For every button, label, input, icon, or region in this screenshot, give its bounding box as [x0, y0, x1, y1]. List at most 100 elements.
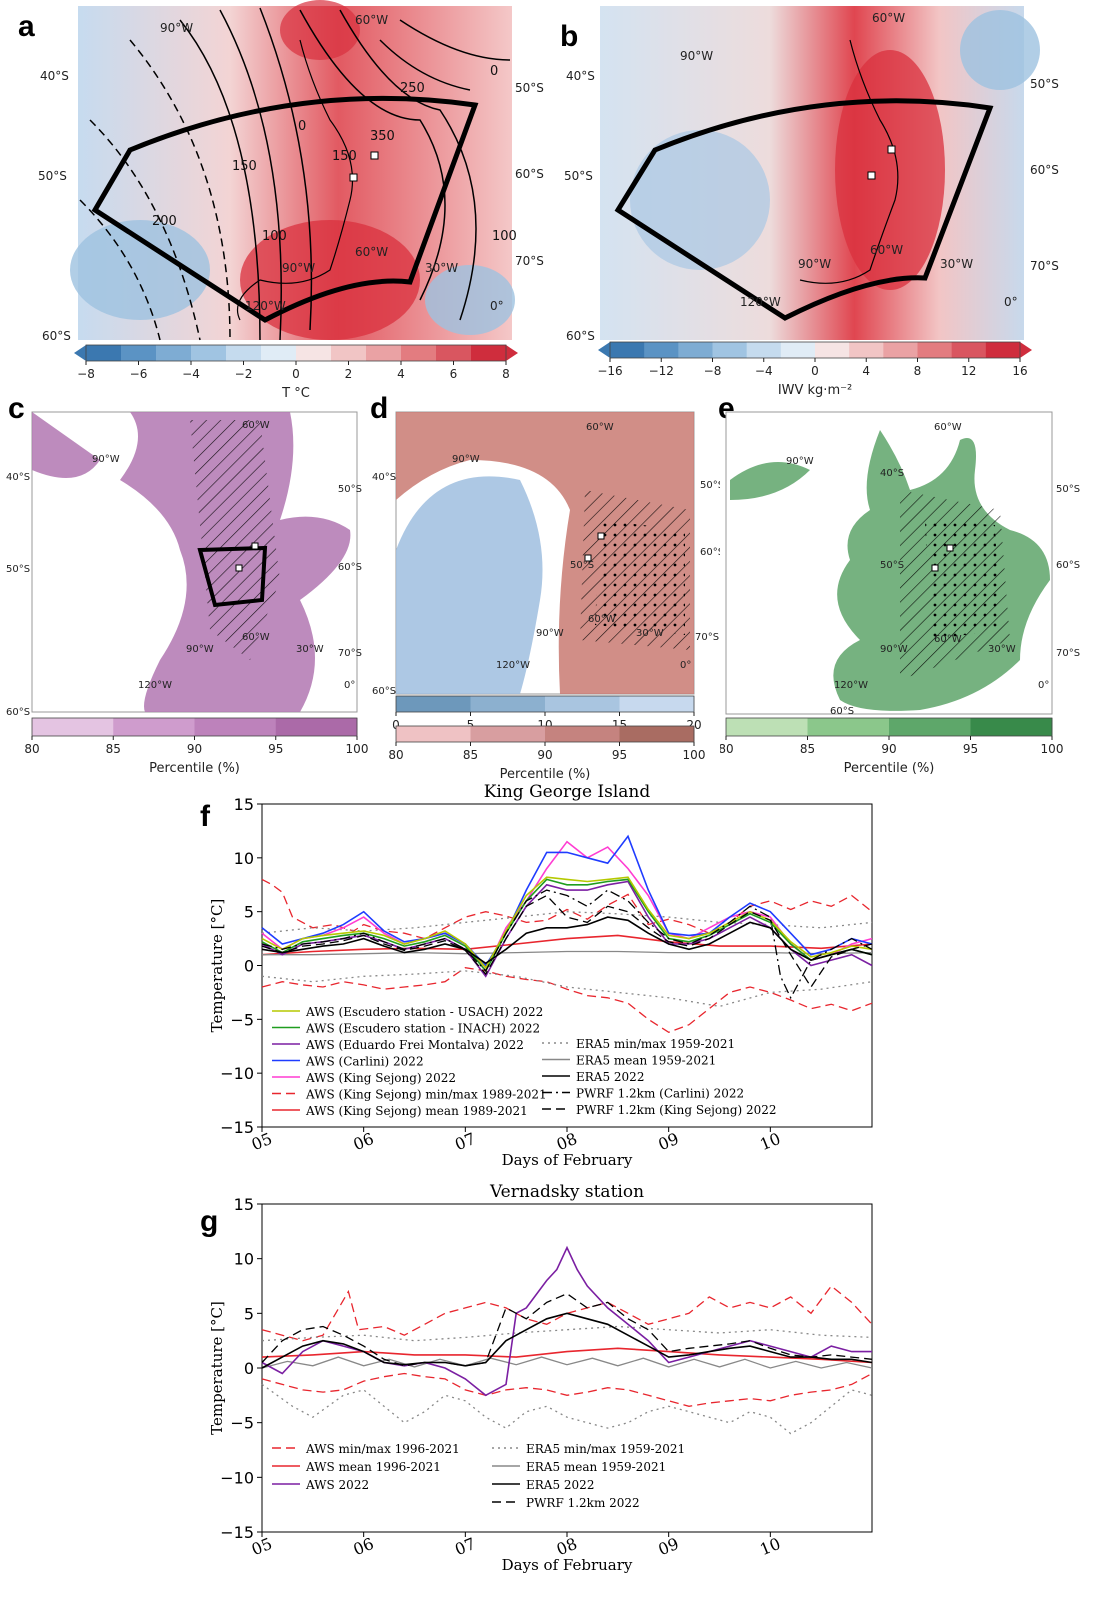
map-b-lon-label-6: 120°W — [740, 295, 781, 309]
map-b-station-marker-2 — [887, 145, 896, 154]
colorbar-b-swatch — [746, 342, 782, 358]
map-a-lon-label-3: 60°W — [355, 245, 388, 259]
chart-f-ylabel: Temperature [°C] — [208, 899, 226, 1033]
colorbar-e-tick-label: 80 — [720, 742, 734, 756]
panel-letter-b: b — [560, 20, 579, 53]
colorbar-d-days-swatch — [470, 696, 546, 712]
colorbar-d-days-swatch — [619, 696, 695, 712]
chart-g-legend-label-6: PWRF 1.2km 2022 — [526, 1496, 640, 1510]
colorbar-c-swatch — [32, 718, 114, 736]
map-a-coastline — [236, 39, 353, 321]
map-a-cold-anomaly-se — [425, 265, 515, 335]
chart-g-ytick-label: −15 — [220, 1523, 254, 1542]
map-b-analysis-box — [614, 98, 994, 321]
map-c-lon-label-3: 60°W — [242, 632, 270, 643]
chart-f-xlabel: Days of February — [502, 1151, 633, 1169]
map-a-lat-label-1: 40°S — [40, 69, 69, 83]
colorbar-b-swatch — [849, 342, 884, 358]
colorbar-b-swatch — [815, 342, 850, 358]
chart-f-series-12 — [261, 889, 873, 1000]
map-d-lat-label-4: 50°S — [700, 480, 720, 491]
map-d-lon-label-1: 90°W — [452, 454, 480, 465]
map-c-lon-label-1: 90°W — [92, 454, 120, 465]
colorbar-a-tick-label: 8 — [502, 367, 510, 381]
map-c-lat-label-2: 50°S — [6, 564, 30, 575]
chart-f-legend-label-1: AWS (Escudero station - INACH) 2022 — [305, 1022, 540, 1036]
chart-f-series-5 — [262, 950, 873, 956]
map-a-contour-label-2: 350 — [370, 129, 395, 144]
colorbar-c-tick-label: 95 — [268, 742, 283, 756]
colorbar-b-label: IWV kg·m⁻² — [778, 383, 852, 398]
map-a-contour-label-5: 150 — [332, 149, 357, 164]
chart-f-ytick-label: 15 — [234, 795, 254, 814]
chart-g-series-1 — [261, 1372, 873, 1407]
colorbar-c-label: Percentile (%) — [149, 761, 240, 776]
colorbar-e-swatch — [807, 718, 890, 736]
map-a-contour-label-1: 250 — [400, 81, 425, 96]
chart-f-series-4 — [261, 970, 873, 1008]
chart-f-series-6 — [261, 840, 873, 973]
colorbar-b-tick-label: −4 — [755, 364, 773, 378]
colorbar-e-label: Percentile (%) — [844, 761, 935, 776]
chart-f-legend-label-0: AWS (Escudero station - USACH) 2022 — [305, 1005, 543, 1019]
map-panel-d: 40°S 50°S 60°S 50°S 60°S 70°S 90°W 60°W … — [372, 411, 720, 780]
chart-g-xtick-label: 06 — [350, 1534, 376, 1559]
chart-f-ytick-label: −5 — [230, 1010, 254, 1029]
colorbar-c-tick-label: 80 — [24, 742, 39, 756]
chart-f-legend-label-9: ERA5 2022 — [576, 1070, 644, 1084]
chart-f-legend-label-5: AWS (King Sejong) min/max 1989-2021 — [305, 1088, 547, 1102]
map-e-stippling-region — [925, 520, 1000, 640]
colorbar-b-arrow-right — [1020, 342, 1032, 358]
map-c-analysis-box — [197, 545, 268, 608]
map-b-station-marker-1 — [867, 171, 876, 180]
colorbar-d-days-swatch — [396, 696, 471, 712]
colorbar-b-tick-label: −16 — [597, 364, 622, 378]
map-a-analysis-box — [91, 95, 479, 323]
colorbar-a-label: T °C — [281, 386, 310, 400]
chart-g-ylabel: Temperature [°C] — [208, 1301, 226, 1435]
map-a-station-marker-2 — [370, 151, 379, 160]
colorbar-a-arrow-right — [506, 345, 518, 361]
chart-f-xtick-label: 07 — [452, 1129, 478, 1154]
colorbar-a-swatch — [121, 345, 157, 361]
map-c-lat-label-3: 60°S — [6, 707, 30, 718]
colorbar-e: 80 85 90 95 100 Percentile (%) — [720, 717, 1063, 776]
map-e-lon-label-5: 30°W — [988, 644, 1016, 655]
colorbar-c-swatch — [275, 718, 358, 736]
panel-letter-f: f — [200, 800, 210, 833]
colorbar-b-swatch — [644, 342, 679, 358]
map-d-lat-label-1: 40°S — [372, 472, 396, 483]
colorbar-b-swatch — [917, 342, 953, 358]
colorbar-a-swatch — [436, 345, 472, 361]
colorbar-c-tick-label: 85 — [106, 742, 121, 756]
colorbar-a-swatch — [471, 345, 507, 361]
map-a-lon-label-4: 90°W — [282, 261, 315, 275]
map-c-exceedance-region — [32, 412, 351, 712]
colorbar-d-swatch — [545, 726, 620, 742]
colorbar-d-tick-label: 95 — [612, 748, 627, 762]
map-c-station-marker-1 — [235, 564, 243, 572]
panel-letter-d: d — [370, 392, 389, 425]
map-c-lat-label-1: 40°S — [6, 472, 30, 483]
chart-g-legend-label-1: AWS mean 1996-2021 — [305, 1460, 441, 1474]
colorbar-a-swatch — [296, 345, 332, 361]
map-a-lon-label-6: 120°W — [245, 299, 286, 313]
chart-f-ytick-label: 5 — [244, 903, 254, 922]
chart-f-legend-label-7: ERA5 min/max 1959-2021 — [576, 1037, 735, 1051]
colorbar-d-tick-label: 80 — [388, 748, 403, 762]
map-b-lon-label-7: 0° — [1004, 295, 1018, 309]
chart-f-series-2 — [261, 934, 873, 956]
colorbar-e-swatch — [970, 718, 1053, 736]
map-a-lon-label-1: 90°W — [160, 21, 193, 35]
colorbar-a-arrow-left — [74, 345, 86, 361]
chart-f-title: King George Island — [484, 782, 651, 802]
chart-g-ytick-label: 5 — [244, 1304, 254, 1323]
colorbar-a-tick-label: 2 — [345, 367, 353, 381]
colorbar-b-tick-label: 0 — [811, 364, 819, 378]
map-c-lat-label-6: 70°S — [338, 648, 362, 659]
colorbar-a: −8 −6 −4 −2 0 2 4 6 8 T °C — [74, 344, 518, 400]
colorbar-a-tick-label: −8 — [77, 367, 95, 381]
map-d-lon-label-3: 60°W — [588, 614, 616, 625]
colorbar-a-tick-label: −6 — [130, 367, 148, 381]
